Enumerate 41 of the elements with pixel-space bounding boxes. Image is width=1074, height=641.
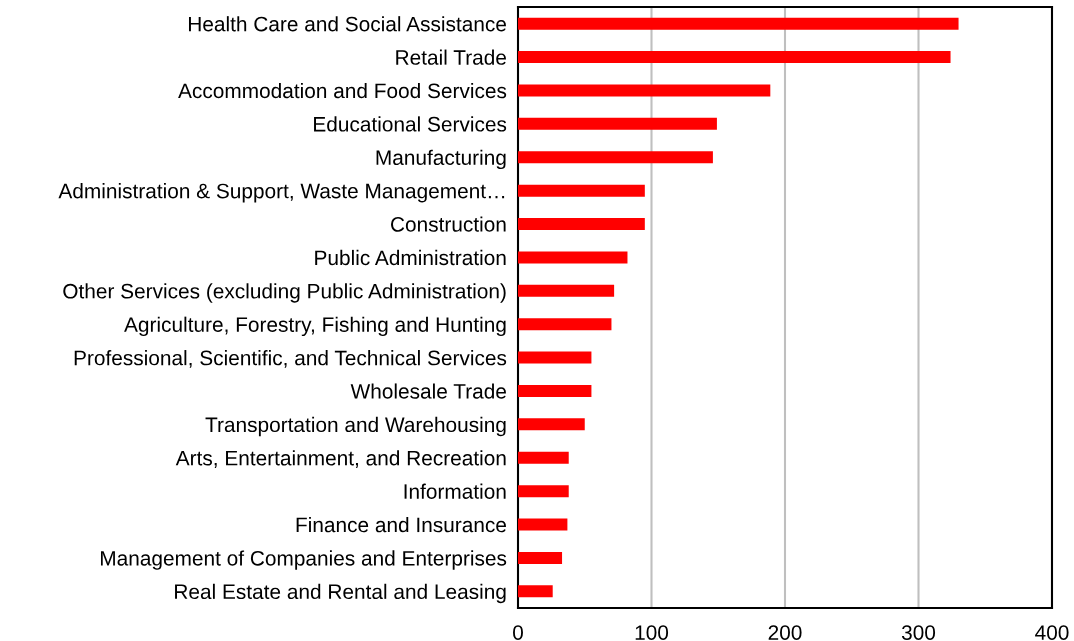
y-tick-label: Wholesale Trade: [350, 383, 506, 399]
bar: [518, 51, 951, 64]
x-tick-label: 0: [513, 625, 523, 640]
y-tick-label: Retail Trade: [396, 49, 506, 65]
bar: [518, 218, 645, 231]
bar: [518, 351, 592, 364]
bar: [518, 84, 771, 97]
bar: [518, 17, 959, 30]
y-tick-label: Educational Services: [314, 116, 507, 132]
bar: [518, 117, 717, 130]
y-tick-label: Accommodation and Food Services: [178, 82, 507, 99]
bar: [518, 151, 713, 164]
y-tick-label: Administration & Support, Waste Management…: [58, 183, 505, 203]
x-tick-label: 200: [768, 625, 802, 640]
bar: [518, 251, 628, 264]
bar: [518, 451, 569, 464]
y-tick-label: Construction: [391, 216, 506, 232]
y-tick-label: Finance and Insurance: [296, 516, 506, 533]
x-tick-label: 100: [635, 625, 669, 640]
bar: [518, 184, 645, 197]
x-tick-label: 300: [901, 625, 936, 640]
y-tick-label: Other Services (excluding Public Administration): [63, 283, 506, 303]
y-tick-label: Professional, Scientific, and Technical Services: [74, 350, 507, 368]
bar: [518, 418, 585, 431]
y-tick-label: Management of Companies and Enterprises: [100, 550, 507, 570]
bar: [518, 518, 568, 531]
y-tick-label: Manufacturing: [376, 149, 506, 170]
bar: [518, 485, 569, 498]
bar: [518, 318, 612, 331]
bar: [518, 585, 553, 598]
y-tick-label: Agriculture, Forestry, Fishing and Hunting: [124, 316, 506, 337]
bar: [518, 551, 563, 564]
y-tick-label: Public Administration: [315, 249, 506, 266]
x-tick-label: 400: [1035, 625, 1069, 640]
y-tick-label: Health Care and Social Assistance: [188, 16, 506, 32]
bar: [518, 384, 592, 397]
y-tick-label: Arts, Entertainment, and Recreation: [175, 450, 506, 468]
bar: [518, 284, 615, 297]
y-tick-label: Real Estate and Rental and Leasing: [175, 583, 506, 604]
y-tick-label: Transportation and Warehousing: [205, 416, 506, 437]
y-tick-label: Information: [404, 483, 506, 499]
